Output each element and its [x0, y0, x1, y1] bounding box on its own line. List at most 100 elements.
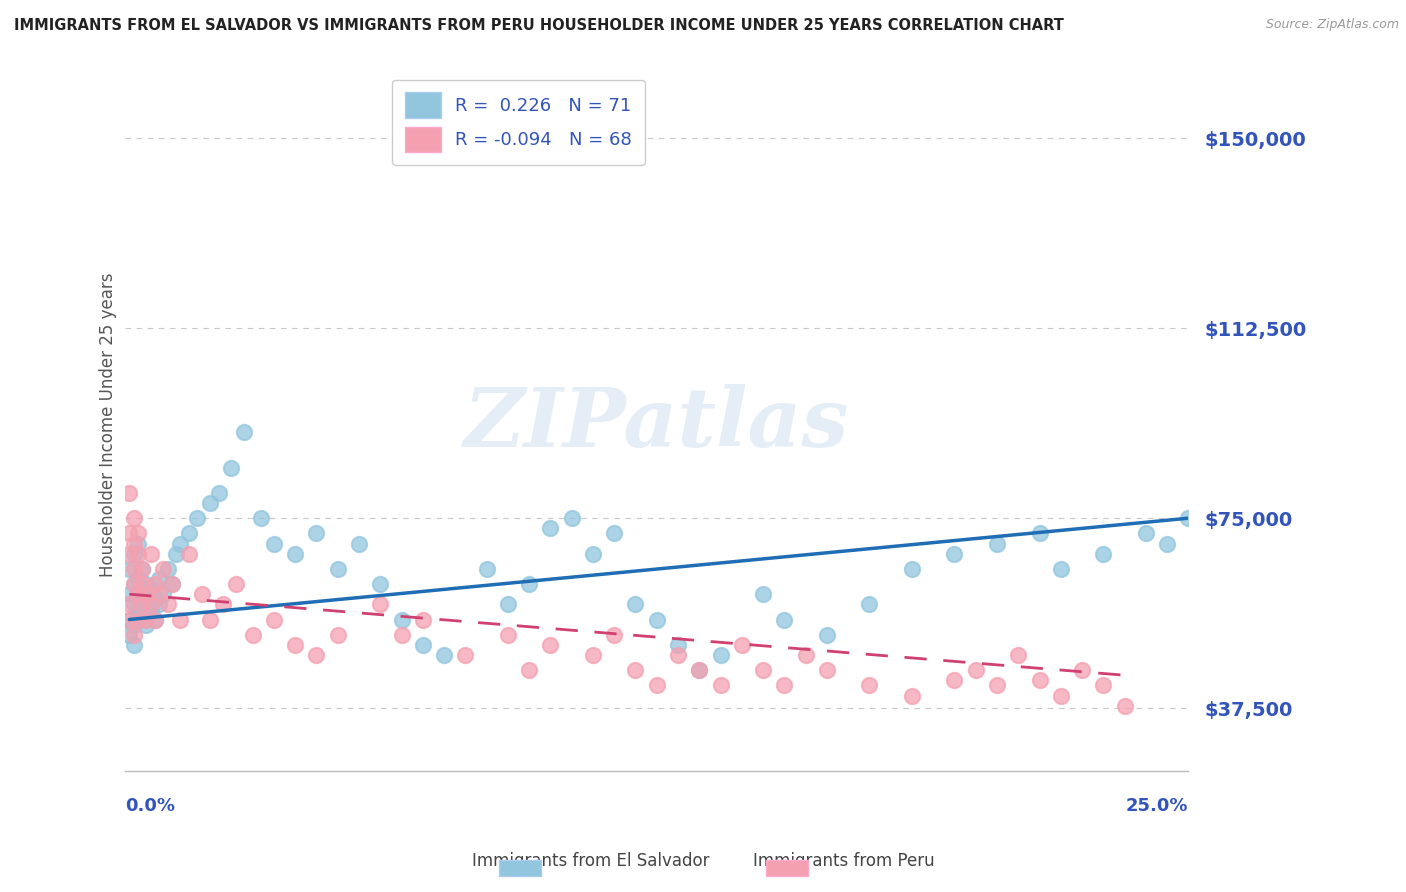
Point [143, 613, 166, 627]
Point [603, 628, 626, 642]
Point [131, 577, 153, 591]
Y-axis label: Householder Income Under 25 years: Householder Income Under 25 years [100, 272, 117, 577]
Point [284, 638, 307, 652]
Point [118, 628, 141, 642]
Point [1092, 678, 1115, 692]
Point [538, 638, 561, 652]
Point [152, 587, 174, 601]
Point [986, 678, 1008, 692]
Point [177, 547, 200, 561]
Point [666, 638, 689, 652]
Point [433, 648, 456, 662]
Point [118, 526, 141, 541]
Point [127, 536, 149, 550]
Point [127, 587, 149, 601]
Text: ZIPatlas: ZIPatlas [464, 384, 849, 465]
Point [305, 648, 328, 662]
Point [263, 613, 285, 627]
Point [965, 663, 987, 677]
Point [1049, 562, 1071, 576]
Point [160, 577, 183, 591]
Point [156, 562, 179, 576]
Point [709, 678, 731, 692]
Point [169, 536, 191, 550]
Point [731, 638, 754, 652]
Point [118, 613, 141, 627]
Legend: R =  0.226   N = 71, R = -0.094   N = 68: R = 0.226 N = 71, R = -0.094 N = 68 [392, 79, 645, 165]
Point [139, 602, 162, 616]
Point [169, 613, 191, 627]
Point [624, 663, 647, 677]
Point [131, 607, 153, 622]
Point [1049, 689, 1071, 703]
Point [135, 613, 157, 627]
Point [858, 678, 880, 692]
Point [177, 526, 200, 541]
Point [858, 597, 880, 611]
Point [139, 582, 162, 596]
Point [118, 613, 141, 627]
Point [326, 628, 349, 642]
Point [135, 617, 157, 632]
Text: Immigrants from El Salvador: Immigrants from El Salvador [472, 852, 709, 870]
Point [225, 577, 247, 591]
Point [496, 628, 519, 642]
Text: 0.0%: 0.0% [125, 797, 174, 814]
Point [752, 663, 775, 677]
Point [773, 678, 796, 692]
Point [122, 547, 145, 561]
Point [454, 648, 477, 662]
Point [688, 663, 710, 677]
Point [242, 628, 264, 642]
Point [752, 587, 775, 601]
Point [198, 496, 221, 510]
Point [305, 526, 328, 541]
Point [148, 587, 170, 601]
Point [221, 460, 243, 475]
Point [603, 526, 626, 541]
Point [391, 628, 413, 642]
Point [122, 577, 145, 591]
Point [122, 577, 145, 591]
Point [127, 572, 149, 586]
Point [645, 678, 668, 692]
Point [143, 577, 166, 591]
Point [475, 562, 498, 576]
Point [709, 648, 731, 662]
Point [131, 587, 153, 601]
Point [688, 663, 710, 677]
Point [160, 577, 183, 591]
Point [986, 536, 1008, 550]
Point [561, 511, 583, 525]
Point [815, 663, 838, 677]
Point [624, 597, 647, 611]
Point [127, 526, 149, 541]
Point [1071, 663, 1094, 677]
Text: IMMIGRANTS FROM EL SALVADOR VS IMMIGRANTS FROM PERU HOUSEHOLDER INCOME UNDER 25 : IMMIGRANTS FROM EL SALVADOR VS IMMIGRANT… [14, 18, 1064, 33]
Point [135, 587, 157, 601]
Point [391, 613, 413, 627]
Point [207, 486, 229, 500]
Point [143, 592, 166, 607]
Point [250, 511, 273, 525]
Point [582, 648, 605, 662]
Point [1028, 673, 1050, 688]
Point [152, 562, 174, 576]
Point [943, 673, 966, 688]
Point [127, 602, 149, 616]
Point [127, 613, 149, 627]
Point [135, 577, 157, 591]
Point [368, 597, 391, 611]
Point [233, 425, 256, 439]
Point [122, 617, 145, 632]
Point [1028, 526, 1050, 541]
Point [122, 638, 145, 652]
Point [645, 613, 668, 627]
Point [794, 648, 817, 662]
Point [118, 587, 141, 601]
Point [901, 689, 924, 703]
Point [1114, 698, 1136, 713]
Point [284, 547, 307, 561]
Text: Immigrants from Peru: Immigrants from Peru [752, 852, 935, 870]
Point [148, 572, 170, 586]
